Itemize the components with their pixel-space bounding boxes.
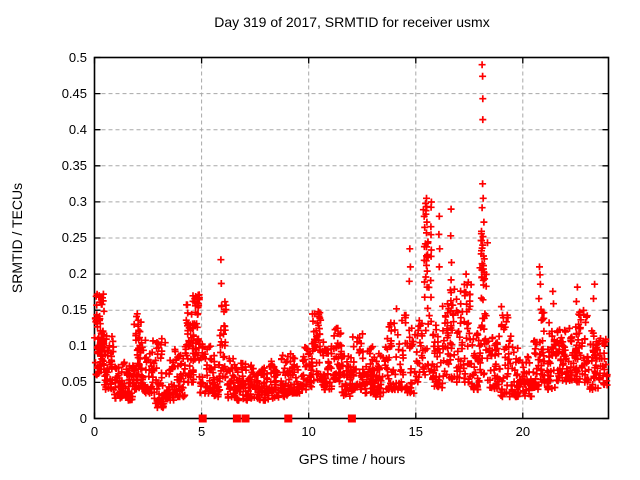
x-tick-label: 20 bbox=[515, 424, 531, 439]
y-tick-label: 0.35 bbox=[61, 157, 87, 173]
x-tick-label: 0 bbox=[90, 424, 99, 439]
x-tick-label: 5 bbox=[197, 424, 206, 439]
y-tick-label: 0 bbox=[79, 410, 87, 426]
scatter-points-srmtid bbox=[91, 61, 611, 412]
x-tick-label: 15 bbox=[408, 424, 423, 439]
y-tick-label: 0.5 bbox=[68, 49, 87, 65]
x-axis-label: GPS time / hours bbox=[298, 451, 406, 467]
chart-title: Day 319 of 2017, SRMTID for receiver usm… bbox=[214, 14, 490, 30]
y-tick-label: 0.15 bbox=[61, 302, 87, 318]
y-tick-label: 0.45 bbox=[61, 85, 87, 101]
y-tick-label: 0.25 bbox=[61, 230, 87, 245]
y-tick-label: 0.3 bbox=[68, 193, 87, 209]
scatter-points-zero-flags bbox=[198, 414, 356, 423]
y-tick-label: 0.1 bbox=[68, 338, 87, 354]
x-tick-label: 10 bbox=[301, 424, 316, 439]
y-tick-label: 0.4 bbox=[68, 121, 87, 137]
y-tick-label: 0.05 bbox=[61, 374, 87, 390]
y-tick-label: 0.2 bbox=[68, 266, 87, 282]
